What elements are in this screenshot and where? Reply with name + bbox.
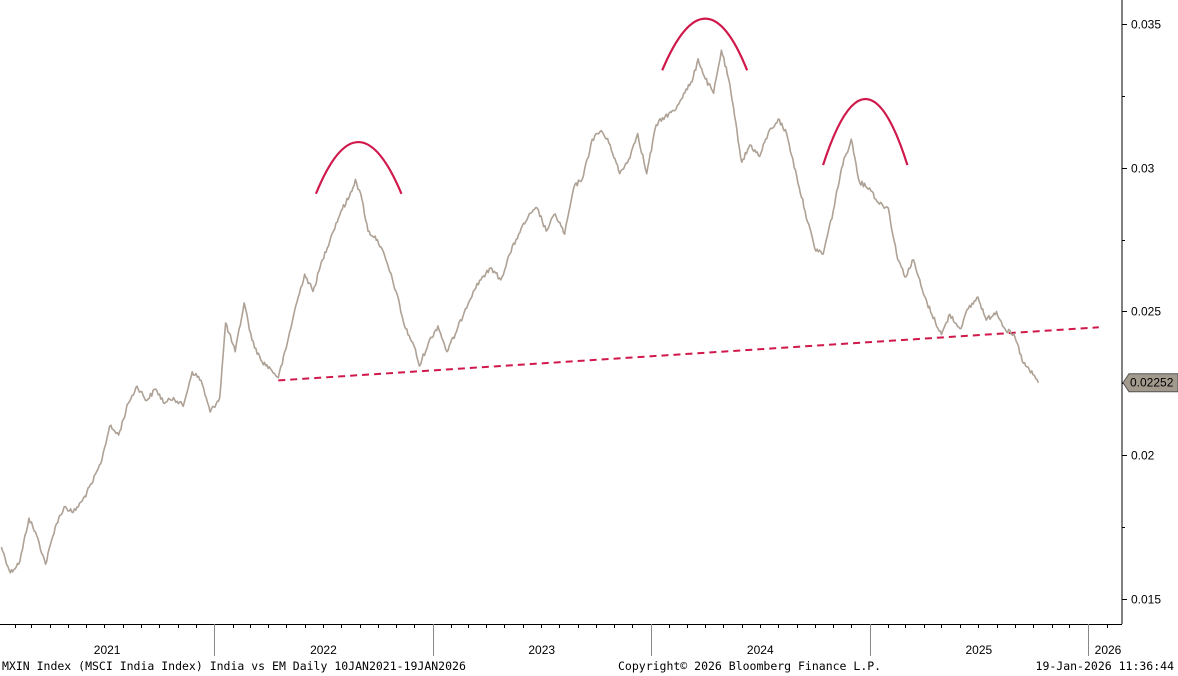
x-year-label: 2021 (94, 643, 121, 657)
head-arc (661, 17, 749, 71)
footer-copyright: Copyright© 2026 Bloomberg Finance L.P. (618, 659, 882, 673)
x-year-label: 2022 (310, 643, 337, 657)
pattern-annotations (278, 17, 1099, 382)
y-tick-label: 0.025 (1131, 305, 1161, 319)
left-shoulder-arc (314, 141, 403, 195)
x-axis: 2021 2022 2023 2024 2025 2026 (0, 624, 1122, 657)
x-year-label: 2024 (747, 643, 774, 657)
last-value-label: 0.02252 (1130, 376, 1174, 390)
x-year-label: 2025 (966, 643, 993, 657)
y-tick-label: 0.015 (1131, 593, 1161, 607)
y-axis: 0.015 0.02 0.025 0.03 0.035 (1121, 0, 1161, 624)
y-tick-label: 0.03 (1131, 162, 1155, 176)
x-year-label: 2023 (528, 643, 555, 657)
y-tick-label: 0.035 (1131, 18, 1161, 32)
x-year-label: 2026 (1095, 643, 1122, 657)
y-tick-label: 0.02 (1131, 449, 1155, 463)
last-value-marker: 0.02252 (1122, 373, 1178, 393)
price-ratio-series (0, 49, 1040, 574)
series-line (0, 49, 1040, 574)
neckline-trendline (278, 326, 1099, 382)
right-shoulder-arc (822, 98, 909, 166)
last-value-tag (1122, 373, 1178, 393)
footer-timestamp: 19-Jan-2026 11:36:44 (1035, 659, 1174, 673)
footer-description: MXIN Index (MSCI India Index) India vs E… (2, 659, 466, 673)
